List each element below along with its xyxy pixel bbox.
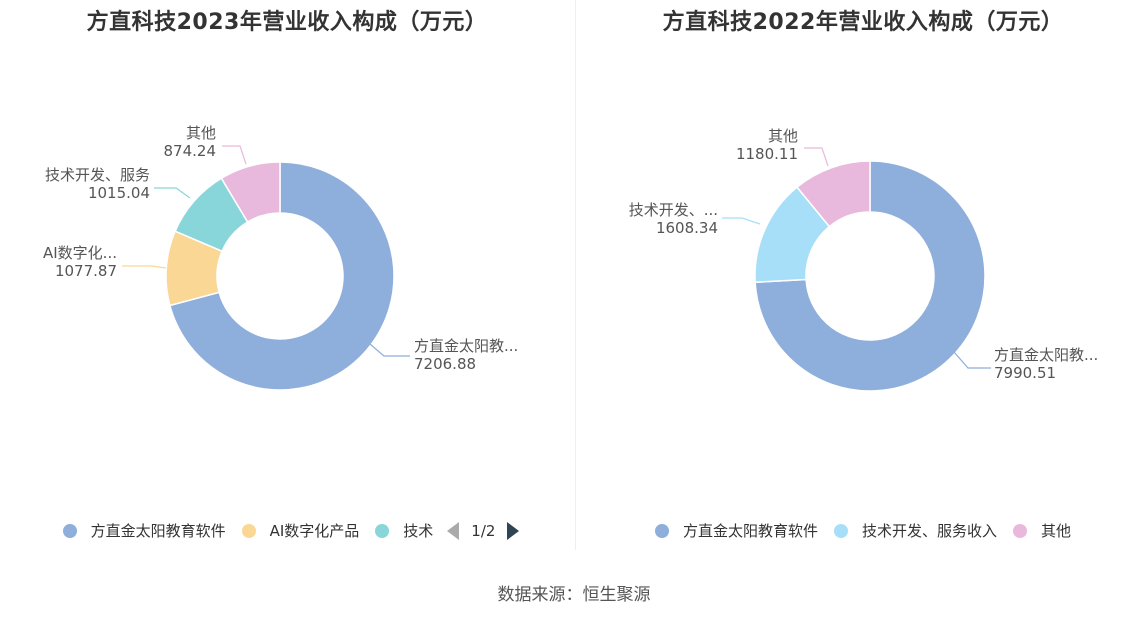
pager-next-icon[interactable] bbox=[507, 521, 520, 540]
legend-swatch bbox=[654, 523, 669, 538]
donut-slice[interactable] bbox=[795, 160, 871, 228]
slice-label-name: 其他 bbox=[768, 127, 798, 145]
legend-item-tech-services[interactable]: 技术开发、服务收入 bbox=[833, 520, 997, 541]
label-leader-line bbox=[222, 145, 247, 165]
slice-label-name: 其他 bbox=[186, 124, 216, 142]
slice-label-value: 1077.87 bbox=[55, 262, 117, 280]
legend-label: AI数字化产品 bbox=[269, 522, 360, 540]
legend-item-other[interactable]: 其他 bbox=[1013, 520, 1071, 541]
pager-text: 1/2 bbox=[471, 521, 496, 540]
slice-label-value: 1608.34 bbox=[656, 219, 718, 237]
data-source: 数据来源：恒生聚源 bbox=[497, 585, 651, 605]
slice-label-name: 方直金太阳教... bbox=[414, 337, 518, 355]
label-leader-line bbox=[722, 217, 761, 225]
legend-label: 技术开发、服务收入 bbox=[861, 522, 997, 540]
legend-label: 方直金太阳教育软件 bbox=[90, 522, 226, 540]
legend-item-tech[interactable]: 技术 bbox=[375, 520, 433, 541]
slice-label-name: 技术开发、... bbox=[629, 201, 718, 219]
label-leader-line bbox=[804, 147, 829, 167]
legend-pager: 1/2 bbox=[447, 521, 520, 540]
legend-item-ai-products[interactable]: AI数字化产品 bbox=[241, 520, 360, 541]
slice-label-value: 7206.88 bbox=[414, 355, 476, 373]
pager-prev-icon[interactable] bbox=[447, 521, 460, 540]
donut-slice[interactable] bbox=[168, 161, 395, 391]
slice-label-value: 874.24 bbox=[164, 142, 217, 160]
legend-swatch bbox=[375, 523, 390, 538]
legend-2023: 方直金太阳教育软件 AI数字化产品 技术 1/2 bbox=[0, 520, 574, 541]
legend-swatch bbox=[62, 523, 77, 538]
legend-label: 方直金太阳教育软件 bbox=[682, 522, 818, 540]
legend-item-jintaiyang[interactable]: 方直金太阳教育软件 bbox=[62, 520, 226, 541]
slice-label-name: AI数字化... bbox=[43, 244, 117, 262]
legend-item-jintaiyang[interactable]: 方直金太阳教育软件 bbox=[654, 520, 818, 541]
slice-label-name: 方直金太阳教... bbox=[994, 346, 1098, 364]
label-leader-line bbox=[953, 351, 991, 369]
legend-swatch bbox=[833, 523, 848, 538]
label-leader-line bbox=[369, 343, 410, 357]
chart-title-2022: 方直科技2022年营业收入构成（万元） bbox=[662, 10, 1064, 35]
legend-label: 其他 bbox=[1041, 522, 1072, 540]
donut-slice[interactable] bbox=[754, 160, 986, 392]
chart-panel-2022: 方直科技2022年营业收入构成（万元） 方直金太阳教... 7990.51 技术开发… bbox=[576, 0, 1148, 560]
panel-divider bbox=[575, 0, 576, 550]
slice-label-value: 1015.04 bbox=[88, 184, 150, 202]
legend-swatch bbox=[1013, 523, 1027, 538]
donut-slice[interactable] bbox=[220, 161, 281, 223]
chart-panel-2023: 方直科技2023年营业收入构成（万元） 方直金太阳教... 7206.88 AI数字… bbox=[0, 0, 574, 560]
slice-label-value: 1180.11 bbox=[736, 145, 798, 163]
legend-swatch bbox=[241, 523, 256, 538]
donut-chart-2023: 方直金太阳教...7206.88 AI数字化...1077.87 技术开发、服务10… bbox=[43, 124, 518, 391]
label-leader-line bbox=[154, 187, 191, 199]
legend-2022: 方直金太阳教育软件 技术开发、服务收入 其他 bbox=[576, 520, 1148, 541]
chart-title-2023: 方直科技2023年营业收入构成（万元） bbox=[86, 10, 488, 35]
slice-label-name: 技术开发、服务 bbox=[45, 166, 150, 184]
slice-label-value: 7990.51 bbox=[994, 364, 1056, 382]
label-leader-line bbox=[122, 265, 167, 269]
legend-label: 技术 bbox=[403, 522, 434, 540]
